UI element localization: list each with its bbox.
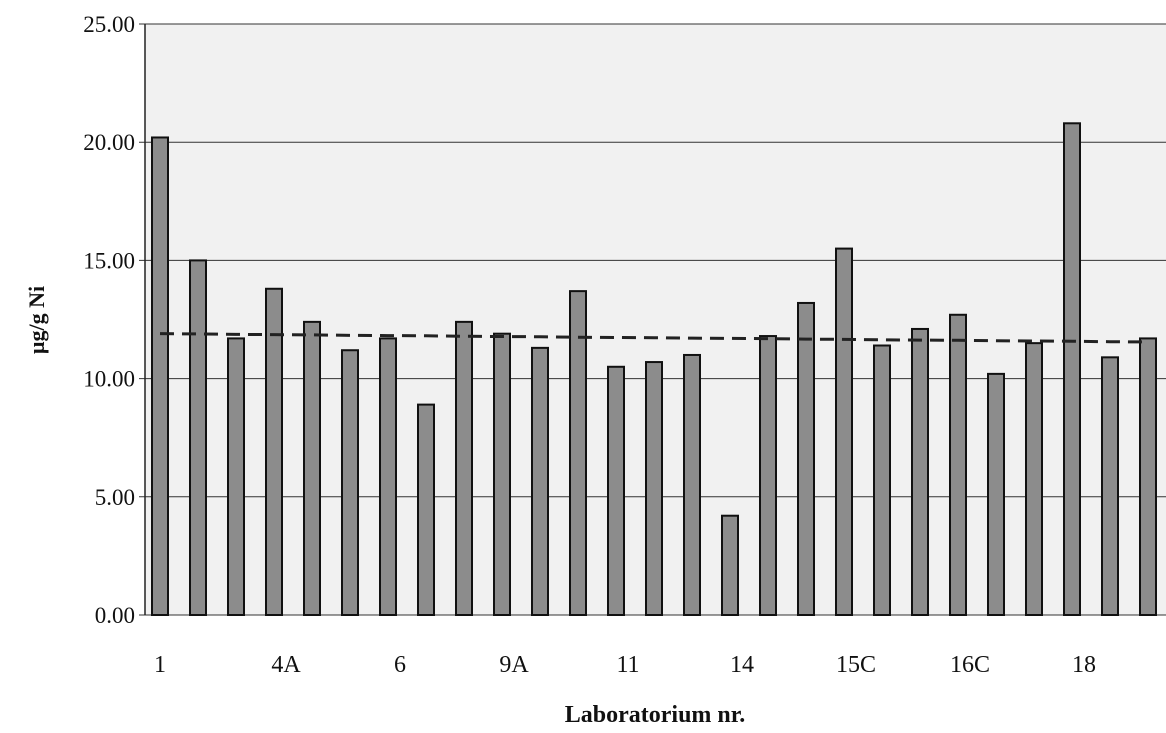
bar	[683, 353, 701, 616]
x-tick-label: 1	[154, 652, 166, 678]
bar	[531, 346, 549, 616]
bar	[303, 320, 321, 616]
x-tick-label: 14	[730, 652, 754, 678]
x-tick-label: 6	[394, 652, 406, 678]
bar	[645, 361, 663, 616]
bar	[341, 349, 359, 616]
x-axis-title: Laboratorium nr.	[565, 702, 745, 728]
bar	[911, 327, 929, 616]
x-tick-label: 4A	[271, 652, 301, 678]
bar	[189, 259, 207, 616]
bar	[227, 337, 245, 616]
bar	[1063, 122, 1081, 617]
bar	[1025, 342, 1043, 616]
y-axis-title: µg/g Ni	[24, 286, 49, 354]
y-tick-label: 15.00	[83, 248, 135, 273]
bar	[797, 301, 815, 616]
bar	[873, 344, 891, 616]
y-tick-label: 10.00	[83, 367, 135, 392]
bar	[759, 335, 777, 616]
y-tick-label: 25.00	[83, 12, 135, 37]
bar	[493, 332, 511, 616]
reference-line	[159, 332, 1149, 344]
y-tick-label: 5.00	[95, 485, 135, 510]
bar	[1139, 337, 1157, 616]
x-tick-label: 9A	[499, 652, 529, 678]
y-tick-label: 20.00	[83, 130, 135, 155]
bar	[417, 403, 435, 616]
x-tick-label: 18	[1072, 652, 1096, 678]
bar	[379, 337, 397, 616]
bar	[569, 290, 587, 616]
bar	[721, 514, 739, 616]
bar	[151, 136, 169, 617]
bar	[455, 320, 473, 616]
bar	[987, 372, 1005, 617]
y-tick-label: 0.00	[95, 603, 135, 628]
x-tick-label: 11	[616, 652, 639, 678]
bar	[949, 313, 967, 616]
bar	[607, 365, 625, 616]
bar	[265, 287, 283, 616]
x-tick-label: 15C	[836, 652, 876, 678]
bar	[1101, 356, 1119, 616]
bar	[835, 247, 853, 617]
x-tick-label: 16C	[950, 652, 990, 678]
